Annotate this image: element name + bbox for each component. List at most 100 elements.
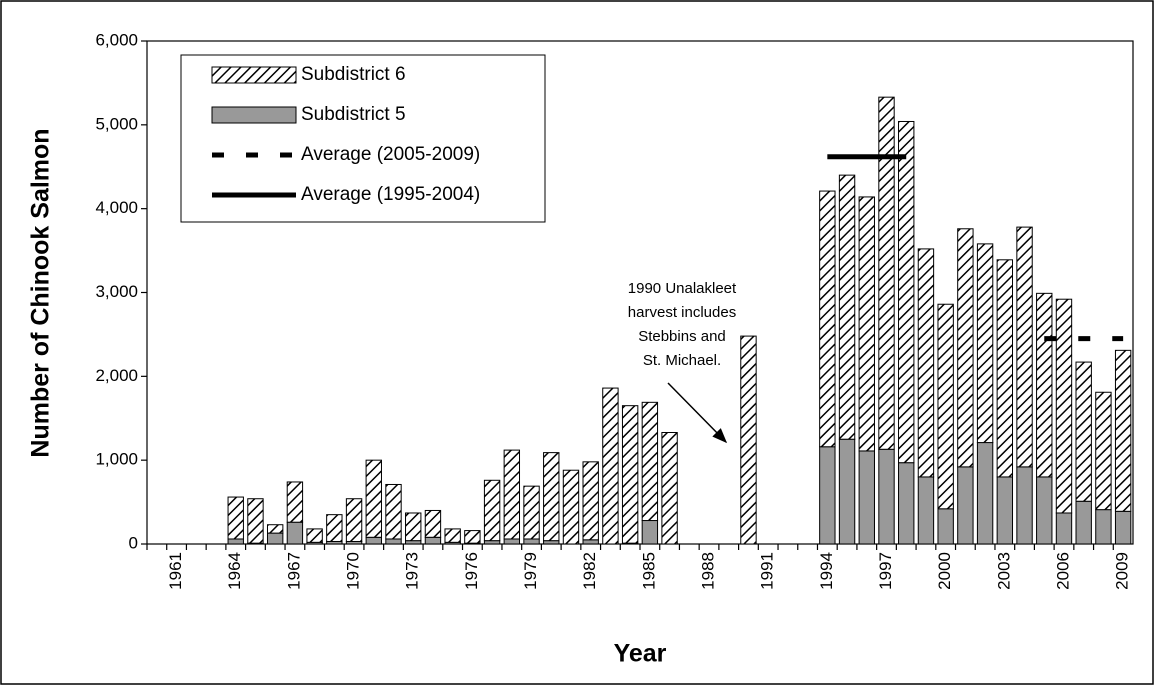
bar <box>247 498 264 544</box>
bar <box>1016 226 1033 468</box>
bar <box>286 521 304 545</box>
bar <box>266 532 284 545</box>
bar <box>1016 466 1033 545</box>
x-tick-label: 1976 <box>462 552 481 590</box>
bar <box>898 120 915 464</box>
bar <box>582 461 599 541</box>
x-tick-label: 1985 <box>639 552 658 590</box>
legend-swatch <box>211 106 297 124</box>
bar <box>917 476 935 545</box>
bar <box>878 96 895 450</box>
bar <box>641 401 659 522</box>
bar <box>543 540 560 545</box>
bar <box>1114 510 1132 545</box>
bar <box>1055 512 1073 545</box>
legend-label: Average (1995-2004) <box>301 184 480 205</box>
x-tick-label: 1982 <box>580 552 599 590</box>
bar <box>621 405 639 544</box>
bar <box>878 448 895 545</box>
bar <box>838 438 856 545</box>
x-tick-label: 1988 <box>699 552 718 590</box>
bar <box>543 452 560 542</box>
bar <box>286 481 304 523</box>
x-axis-title: Year <box>614 640 667 668</box>
annotation: St. Michael. <box>643 352 721 369</box>
bar <box>976 243 994 444</box>
bar <box>385 483 402 540</box>
bar <box>957 228 974 468</box>
bar <box>345 498 363 542</box>
x-tick-label: 1994 <box>817 552 836 590</box>
bar <box>641 520 659 545</box>
y-tick-label: 5,000 <box>95 114 138 133</box>
bar <box>858 196 875 452</box>
x-tick-label: 1961 <box>166 552 185 590</box>
x-tick-label: 1997 <box>876 552 895 590</box>
x-tick-label: 2000 <box>935 552 954 590</box>
annotation: 1990 Unalakleet <box>628 280 737 297</box>
bar <box>819 446 836 545</box>
bar <box>405 540 422 545</box>
bar <box>444 528 461 543</box>
bar <box>1075 500 1092 545</box>
bar <box>740 335 757 545</box>
bar <box>838 174 856 440</box>
bar <box>365 536 382 545</box>
bar <box>424 509 442 538</box>
bar <box>503 449 521 540</box>
bar <box>1055 298 1073 514</box>
bar <box>1036 476 1053 545</box>
bar <box>957 466 974 545</box>
bar <box>326 514 343 542</box>
annotation-arrow <box>667 382 728 444</box>
bar <box>937 508 954 545</box>
bar <box>1095 391 1112 511</box>
bar <box>306 528 323 543</box>
bar <box>483 479 501 542</box>
legend-label: Average (2005-2009) <box>301 144 480 165</box>
x-tick-label: 1973 <box>403 552 422 590</box>
x-tick-label: 1979 <box>521 552 540 590</box>
y-tick-label: 3,000 <box>95 282 138 301</box>
x-tick-label: 1970 <box>344 552 363 590</box>
bar <box>424 536 442 545</box>
legend: Subdistrict 6 Subdistrict 5 Average (2005-… <box>180 54 546 223</box>
bar <box>523 538 540 545</box>
bar <box>996 476 1014 545</box>
y-tick-label: 6,000 <box>95 30 138 49</box>
bar <box>266 524 284 534</box>
bar <box>385 538 402 545</box>
bar <box>582 539 599 545</box>
x-tick-label: 1967 <box>284 552 303 590</box>
y-tick-label: 2,000 <box>95 366 138 385</box>
bar <box>365 459 382 538</box>
x-tick-label: 1991 <box>758 552 777 590</box>
bar <box>917 248 935 478</box>
bar <box>858 450 875 545</box>
bar <box>464 530 481 544</box>
y-tick-label: 4,000 <box>95 198 138 217</box>
bar <box>976 442 994 545</box>
bar <box>1036 292 1053 478</box>
bar <box>898 462 915 545</box>
legend-swatch <box>211 66 297 84</box>
y-tick-label: 1,000 <box>95 450 138 469</box>
y-axis-title: Number of Chinook Salmon <box>27 128 55 457</box>
bar <box>937 303 954 510</box>
annotation: Stebbins and <box>638 328 726 345</box>
bar <box>661 432 678 545</box>
bar <box>1075 361 1092 502</box>
bar <box>1114 349 1132 512</box>
x-tick-label: 2003 <box>994 552 1013 590</box>
annotation: harvest includes <box>628 304 736 321</box>
bar <box>405 512 422 542</box>
bar <box>819 190 836 448</box>
bar <box>562 469 580 545</box>
bar <box>227 538 244 545</box>
bar <box>227 496 244 540</box>
bar <box>996 259 1014 478</box>
bar <box>483 540 501 545</box>
bar <box>1095 509 1112 545</box>
bar <box>523 485 540 540</box>
